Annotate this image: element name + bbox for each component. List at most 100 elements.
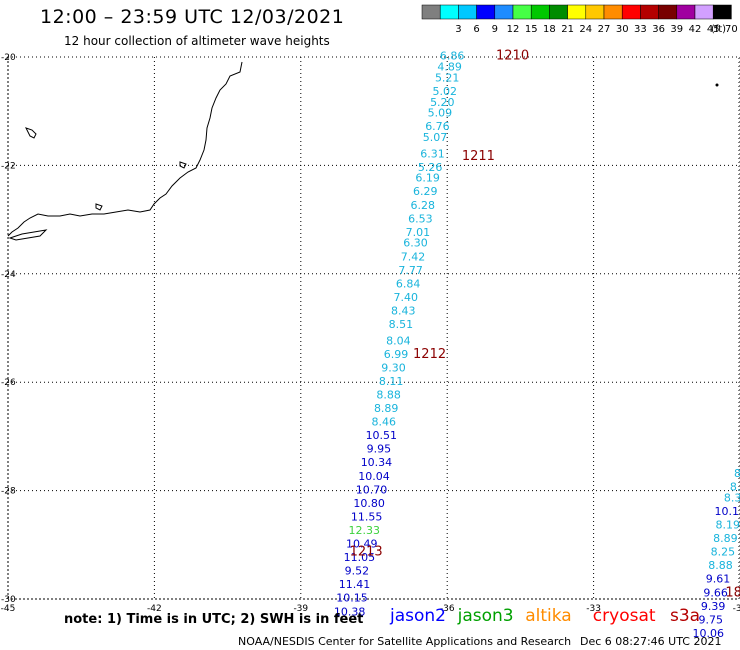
wave-height-label: 10.70 <box>356 483 388 496</box>
wave-height-label: 6.19 <box>415 172 440 185</box>
wave-height-label: 6.53 <box>408 212 433 225</box>
legend-swatch <box>585 4 605 20</box>
wave-height-label: 9.75 <box>698 613 723 626</box>
wave-height-label: 8.19 <box>716 519 740 532</box>
footer-note: note: 1) Time is in UTC; 2) SWH is in fe… <box>64 612 364 627</box>
map-grid: -45-42-39-36-33-30-20-22-24-26-28-30 <box>1 53 740 614</box>
legend-swatch <box>658 4 678 20</box>
wave-height-label: 5.09 <box>428 107 453 120</box>
lon-tick-label: -39 <box>293 604 308 614</box>
wave-height-label: 9.39 <box>701 600 726 613</box>
wave-height-label: 5.21 <box>435 71 460 84</box>
lon-tick-label: -45 <box>1 604 16 614</box>
lat-tick-label: -30 <box>1 595 16 605</box>
wave-height-label: 6.76 <box>425 120 450 133</box>
legend-swatch <box>421 4 441 20</box>
legend-tick-label: 30 <box>616 24 629 35</box>
wave-height-label: 10.38 <box>334 605 366 618</box>
wave-height-label: 9.52 <box>345 565 370 578</box>
wave-height-label: 7.77 <box>398 264 423 277</box>
wave-height-label: 6.86 <box>440 50 465 63</box>
legend-tick-label: 15 <box>525 24 538 35</box>
satellite-name: s3a <box>670 606 701 626</box>
wave-height-label: 6.99 <box>384 348 409 361</box>
wave-height-label: 6.29 <box>413 185 438 198</box>
wave-height-label: 9.66 <box>703 586 728 599</box>
wave-height-label: 7.40 <box>393 291 418 304</box>
pass-time-label: 1836 <box>725 585 740 600</box>
wave-height-label: 8.25 <box>711 546 736 559</box>
wave-height-label: 8.51 <box>389 318 414 331</box>
wave-height-label: 4.89 <box>437 61 462 74</box>
wave-height-label: 10.15 <box>336 592 368 605</box>
credit-text: NOAA/NESDIS Center for Satellite Applica… <box>238 635 572 648</box>
wave-height-label: 10.51 <box>366 429 398 442</box>
legend-tick-label: 42 <box>689 24 702 35</box>
wave-height-label: 8 <box>734 467 740 480</box>
legend-swatch <box>621 4 641 20</box>
legend-tick-label: 45 <box>707 24 720 35</box>
legend-swatch <box>640 4 659 20</box>
coastline-path <box>7 61 243 237</box>
altimeter-tracks: 6.864.895.215.025.205.096.765.07 6.315.26… <box>334 50 740 640</box>
legend-tick-label: 18 <box>543 24 556 35</box>
legend-tick-label: 3 <box>455 24 461 35</box>
wave-height-label: 9.61 <box>706 573 731 586</box>
wave-height-label: 6.84 <box>396 277 421 290</box>
wave-height-label: 6.31 <box>420 147 445 160</box>
legend-swatch <box>494 4 514 20</box>
satellite-name: jason2 <box>390 606 446 626</box>
pass-time-label: 1211 <box>462 149 495 164</box>
wave-height-label: 10.34 <box>361 456 393 469</box>
island-path <box>179 161 187 169</box>
legend-tick-label: 36 <box>652 24 665 35</box>
wave-height-label: 8.88 <box>376 388 401 401</box>
color-legend: 3 6 9 12 15 18 21 24 27 30 33 36 39 42 45 70(ft) <box>421 4 738 35</box>
legend-tick-label: 9 <box>492 24 498 35</box>
lon-tick-label: -30 <box>733 604 740 614</box>
wave-height-label: 10.49 <box>346 538 378 551</box>
legend-unit: (ft) <box>711 24 726 35</box>
pass-time-label: 1210 <box>496 49 529 64</box>
satellite-name: altika <box>525 606 572 626</box>
satellite-name: cryosat <box>592 606 656 626</box>
legend-tick-label: 12 <box>507 24 520 35</box>
legend-tick-label: 39 <box>670 24 683 35</box>
wave-height-label: 11.05 <box>344 551 376 564</box>
island-path <box>8 229 48 241</box>
lat-tick-label: -26 <box>1 378 16 388</box>
wave-height-label: 9.95 <box>367 443 392 456</box>
wave-height-label: 9.30 <box>381 361 406 374</box>
wave-height-label: 11.41 <box>339 578 371 591</box>
legend-swatch <box>458 4 477 20</box>
legend-swatch <box>694 4 714 20</box>
wave-height-label: 8.88 <box>708 559 733 572</box>
wave-height-label: 8.89 <box>713 532 738 545</box>
legend-tick-label: 70 <box>725 24 738 35</box>
wave-height-label: 6.28 <box>411 199 436 212</box>
wave-height-label: 10.80 <box>353 497 385 510</box>
wave-height-label: 8. <box>730 481 740 494</box>
legend-swatch <box>439 4 459 20</box>
legend-tick-label: 24 <box>579 24 592 35</box>
pass-time-label: 1213 <box>350 545 383 560</box>
wave-height-label: 10.13 <box>714 505 740 518</box>
wave-height-label: 12.33 <box>348 524 380 537</box>
page-subtitle: 12 hour collection of altimeter wave hei… <box>64 34 330 48</box>
wave-height-label: 5.02 <box>433 85 458 98</box>
wave-height-label: 5.26 <box>418 161 443 174</box>
wave-height-label: 8.04 <box>386 334 411 347</box>
wave-height-label: 7.42 <box>401 250 426 263</box>
legend-swatch <box>512 4 532 20</box>
wave-height-label: 5.20 <box>430 96 455 109</box>
wave-height-label: 5.07 <box>423 131 448 144</box>
legend-swatch <box>676 4 696 20</box>
lat-tick-label: -28 <box>1 487 16 497</box>
lon-tick-label: -42 <box>147 604 162 614</box>
legend-tick-label: 21 <box>561 24 574 35</box>
pass-time-label: 1212 <box>413 347 446 362</box>
satellite-name: jason3 <box>457 606 514 626</box>
island-path <box>95 203 103 211</box>
legend-tick-label: 27 <box>598 24 611 35</box>
